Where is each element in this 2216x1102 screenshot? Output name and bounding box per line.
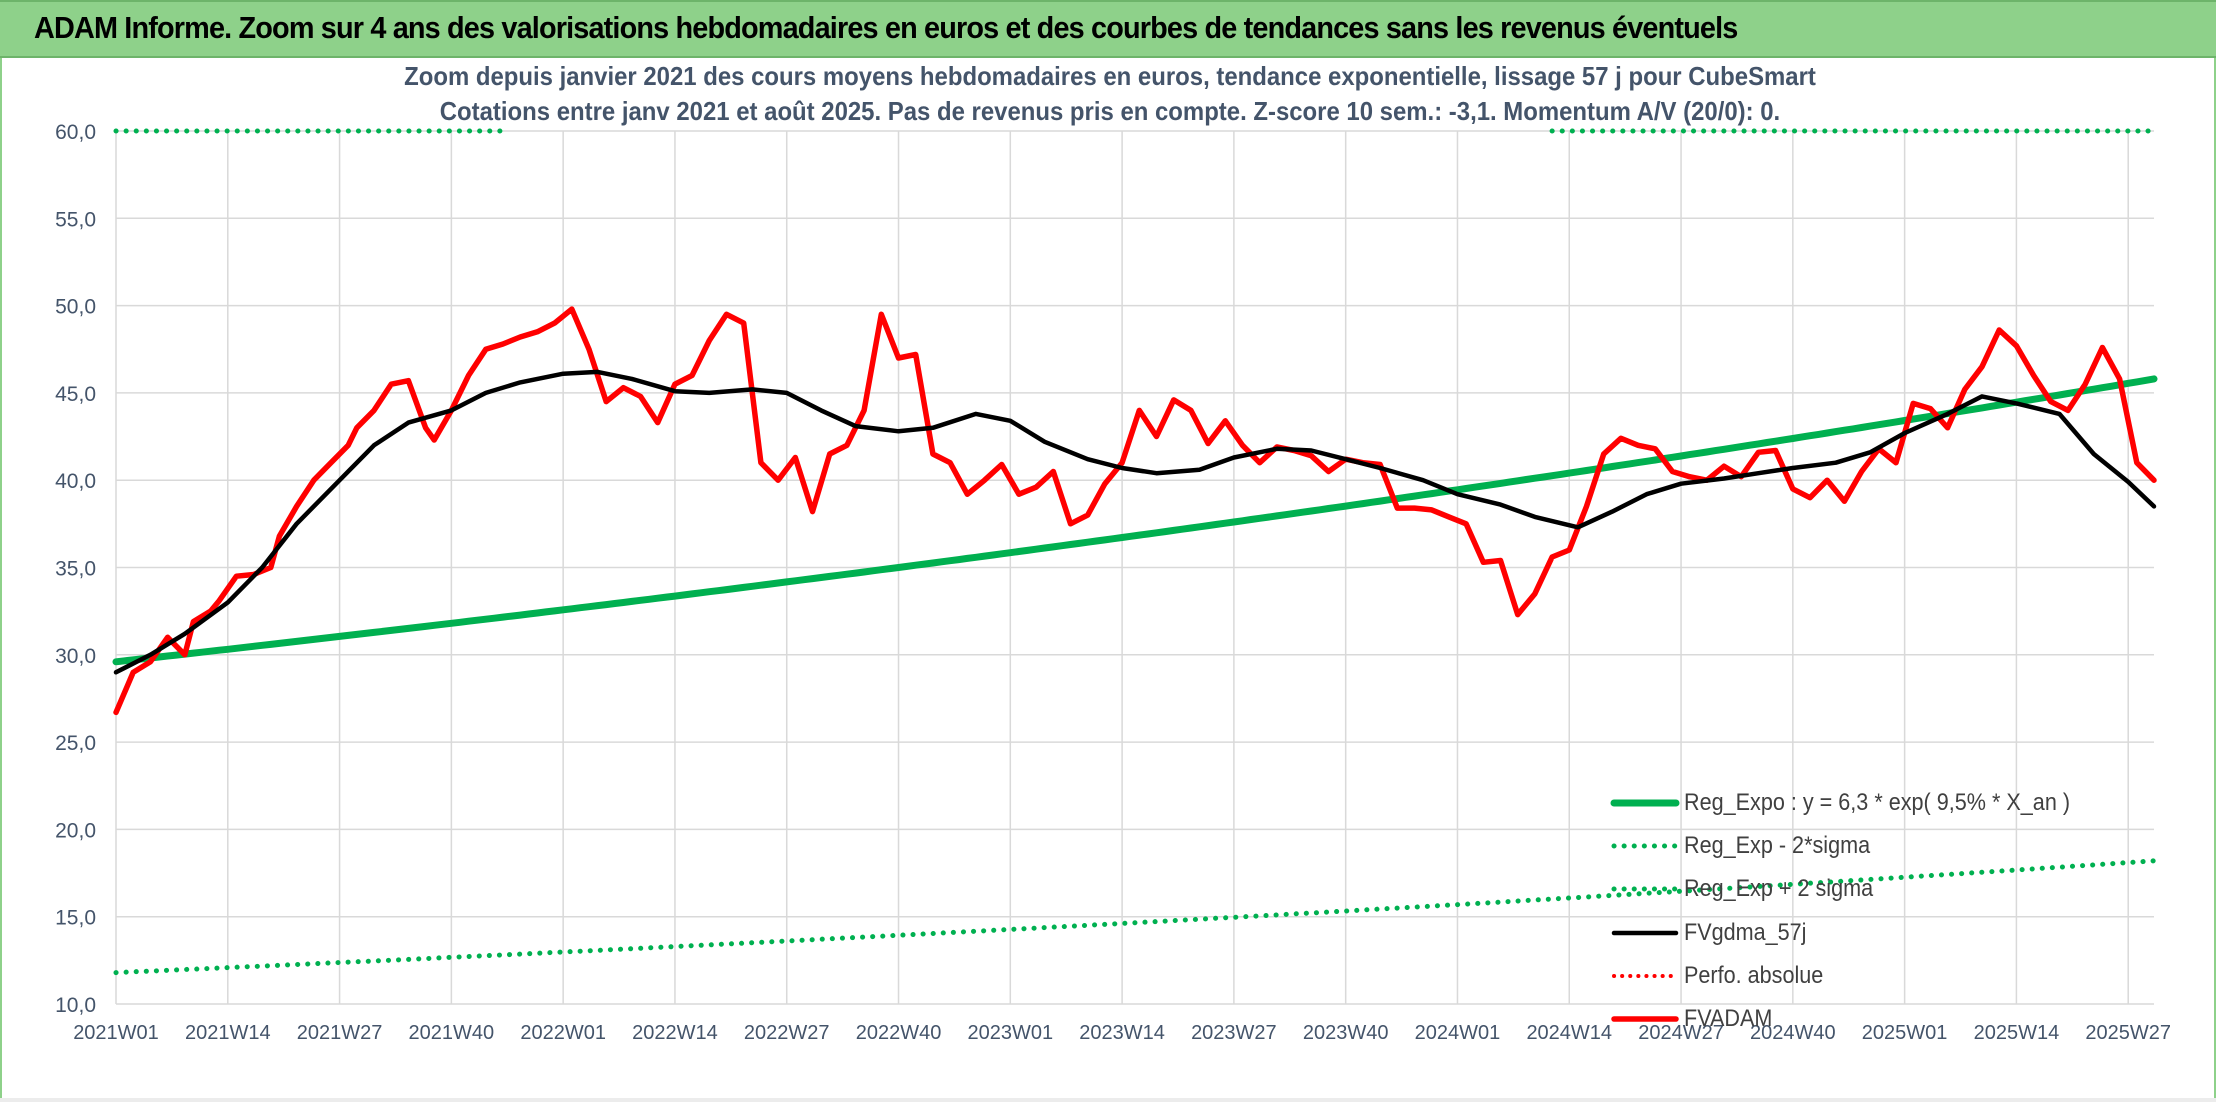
y-tick-label: 60,0	[55, 121, 96, 144]
series-line-fvadam	[113, 306, 2157, 716]
x-tick-label: 2022W40	[856, 1022, 942, 1044]
legend-item: Perfo. absolue	[1610, 954, 2113, 997]
x-tick-label: 2023W14	[1079, 1022, 1165, 1044]
chart-subtitle: Cotations entre janv 2021 et août 2025. …	[439, 96, 1781, 126]
legend-swatch	[1610, 799, 1680, 807]
x-tick-label: 2021W27	[297, 1022, 383, 1044]
y-tick-label: 40,0	[55, 470, 96, 493]
y-tick-label: 45,0	[55, 383, 96, 406]
bottom-divider	[0, 1098, 2216, 1102]
legend-item: Reg_Expo : y = 6,3 * exp( 9,5% * X_an )	[1610, 781, 2113, 824]
x-tick-label: 2024W14	[1526, 1022, 1612, 1044]
legend-label: Reg_Expo : y = 6,3 * exp( 9,5% * X_an )	[1684, 788, 2071, 816]
x-tick-label: 2024W01	[1415, 1022, 1501, 1044]
series-line-reg-expo-y-6-3-exp-9-5-x-an	[112, 375, 2158, 666]
x-tick-label: 2021W14	[185, 1022, 271, 1044]
legend-item: FVADAM	[1610, 997, 2113, 1040]
series-line-fvgdma-57j	[113, 369, 2157, 675]
legend-label: Reg_Exp - 2*sigma	[1684, 831, 1871, 859]
x-tick-label: 2021W01	[73, 1022, 159, 1044]
legend-item: FVgdma_57j	[1610, 911, 2113, 954]
legend-swatch	[1611, 1016, 1679, 1022]
x-tick-label: 2023W27	[1191, 1022, 1277, 1044]
legend-label: FVgdma_57j	[1684, 918, 1807, 946]
chart-legend: Reg_Expo : y = 6,3 * exp( 9,5% * X_an ) R…	[1610, 781, 2113, 1041]
legend-label: FVADAM	[1684, 1005, 1773, 1033]
y-tick-label: 35,0	[55, 558, 96, 581]
x-tick-label: 2023W40	[1303, 1022, 1389, 1044]
y-tick-label: 55,0	[55, 208, 96, 231]
series-line-reg-exp-2-sigma	[113, 858, 2157, 976]
x-tick-label: 2025W01	[1862, 1022, 1948, 1044]
legend-label: Reg_Exp + 2 sigma	[1684, 875, 1874, 903]
legend-swatch	[1611, 843, 1679, 849]
line-chart: 10,0 15,0 20,0 25,0 30,0 35,0 40,0 45,0 50,0 55,0…	[55, 121, 2171, 1044]
header-bar: ADAM Informe. Zoom sur 4 ans des valoris…	[0, 0, 2216, 58]
x-tick-label: 2025W27	[2085, 1022, 2171, 1044]
y-tick-label: 20,0	[55, 819, 96, 842]
x-tick-label: 2022W14	[632, 1022, 718, 1044]
chart-title: Zoom depuis janvier 2021 des cours moyen…	[404, 61, 1816, 91]
legend-swatch	[1612, 973, 1678, 978]
legend-item: Reg_Exp + 2 sigma	[1610, 868, 2113, 911]
x-tick-label: 2024W40	[1750, 1022, 1836, 1044]
y-tick-label: 30,0	[55, 645, 96, 668]
x-tick-label: 2025W14	[1974, 1022, 2060, 1044]
legend-item: Reg_Exp - 2*sigma	[1610, 824, 2113, 867]
x-tick-label: 2022W01	[520, 1022, 606, 1044]
legend-swatch	[1611, 930, 1679, 935]
x-tick-label: 2023W01	[967, 1022, 1053, 1044]
y-tick-label: 25,0	[55, 732, 96, 755]
y-tick-label: 15,0	[55, 907, 96, 930]
x-tick-label: 2024W27	[1638, 1022, 1724, 1044]
legend-swatch	[1611, 886, 1679, 892]
legend-label: Perfo. absolue	[1684, 961, 1824, 989]
page-title: ADAM Informe. Zoom sur 4 ans des valoris…	[34, 10, 1738, 45]
chart-area: 10,0 15,0 20,0 25,0 30,0 35,0 40,0 45,0 50,0 55,0…	[0, 58, 2216, 1102]
y-tick-label: 50,0	[55, 296, 96, 319]
x-tick-label: 2022W27	[744, 1022, 830, 1044]
x-tick-label: 2021W40	[409, 1022, 495, 1044]
y-tick-label: 10,0	[55, 994, 96, 1017]
